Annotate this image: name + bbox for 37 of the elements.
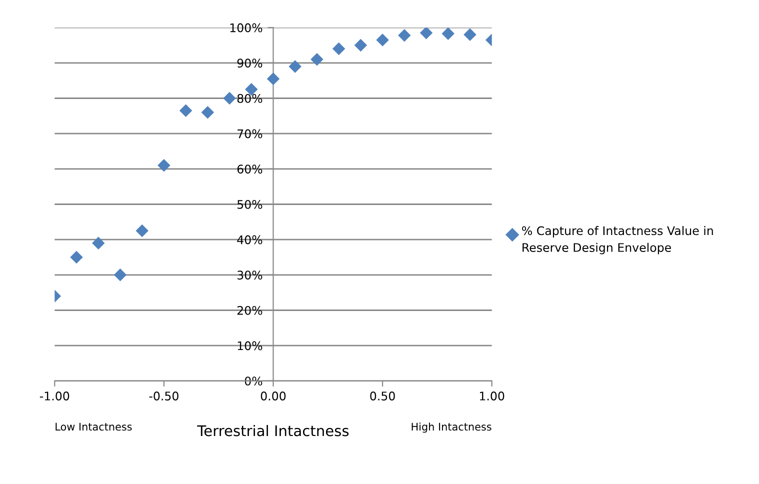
point <box>158 159 170 172</box>
y-tick-label: 50% <box>237 200 262 209</box>
point <box>136 224 148 238</box>
y-tick-label: 90% <box>237 58 262 68</box>
point <box>70 250 83 264</box>
text: High Intactness <box>412 422 492 433</box>
point <box>420 28 433 40</box>
point <box>310 53 324 66</box>
point <box>376 34 389 46</box>
point <box>179 104 192 117</box>
x-tick-label: 0.50 <box>370 392 395 400</box>
y-tick-label: 100% <box>230 23 262 32</box>
point <box>92 236 105 250</box>
y-tick-label: 40% <box>237 235 262 244</box>
point <box>354 38 368 52</box>
x-tick-label: -0.50 <box>149 392 178 400</box>
x-tick-label: -1.00 <box>40 392 70 400</box>
y-tick-label: 80% <box>237 94 262 103</box>
point <box>332 42 346 56</box>
text: Low Intactness <box>56 422 132 431</box>
point <box>223 92 236 105</box>
point <box>398 28 411 42</box>
point <box>442 28 454 40</box>
y-tick-label: 30% <box>237 270 262 280</box>
y-tick-label: 70% <box>238 129 262 138</box>
point <box>114 268 127 282</box>
x-tick-label: 0.00 <box>260 392 286 400</box>
point <box>266 72 280 86</box>
y-tick-label: 20% <box>237 306 262 315</box>
point <box>288 60 302 73</box>
point <box>201 106 214 119</box>
y-tick-label: 10% <box>238 341 262 350</box>
legend-label: % Capture of Intactness Value in Reserve Design Envelope <box>522 226 713 254</box>
y-tick-label: 60% <box>237 164 262 174</box>
point <box>464 28 476 42</box>
x-axis-title: Terrestrial Intactness <box>197 424 349 436</box>
x-tick-label: 1.00 <box>480 392 504 400</box>
